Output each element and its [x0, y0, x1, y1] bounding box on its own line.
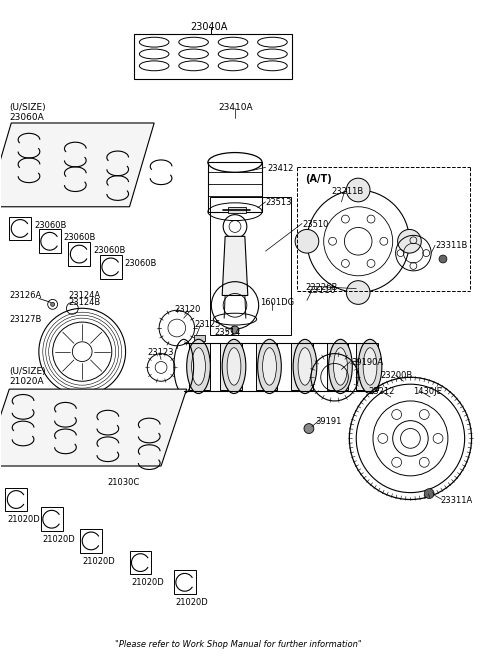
Bar	[174, 570, 195, 594]
Polygon shape	[0, 389, 187, 466]
Text: 23412: 23412	[267, 164, 294, 173]
Ellipse shape	[298, 348, 312, 385]
Circle shape	[439, 255, 447, 263]
Ellipse shape	[222, 340, 246, 394]
Circle shape	[231, 326, 239, 334]
Ellipse shape	[192, 348, 205, 385]
Text: 23123: 23123	[147, 348, 174, 357]
Bar	[80, 529, 102, 553]
Bar	[291, 343, 313, 390]
Bar	[39, 229, 60, 253]
Bar	[100, 255, 121, 279]
Polygon shape	[0, 123, 154, 207]
Bar	[189, 343, 210, 390]
Text: 23513: 23513	[265, 198, 292, 207]
Text: 23510: 23510	[302, 219, 328, 229]
Text: 39190A: 39190A	[351, 357, 384, 367]
Ellipse shape	[329, 340, 352, 394]
Circle shape	[295, 229, 319, 253]
Bar	[210, 197, 291, 335]
Text: (U/SIZE): (U/SIZE)	[9, 367, 46, 376]
Text: 23124A: 23124A	[69, 290, 100, 300]
Text: 23060B: 23060B	[93, 246, 125, 255]
Ellipse shape	[358, 340, 382, 394]
Text: 23126A: 23126A	[9, 290, 42, 300]
Text: 21020D: 21020D	[82, 556, 115, 566]
Bar	[69, 242, 90, 266]
Circle shape	[347, 178, 370, 202]
Ellipse shape	[258, 340, 281, 394]
Bar	[9, 217, 31, 240]
Bar	[228, 207, 246, 213]
Text: 21020A: 21020A	[9, 377, 44, 386]
Text: 21020D: 21020D	[43, 535, 75, 544]
Text: (A/T): (A/T)	[305, 174, 332, 184]
Bar	[134, 34, 292, 79]
Text: "Please refer to Work Shop Manual for further information": "Please refer to Work Shop Manual for fu…	[115, 641, 361, 650]
Ellipse shape	[363, 348, 377, 385]
Text: 23060B: 23060B	[34, 221, 66, 229]
Ellipse shape	[263, 348, 276, 385]
Bar	[356, 343, 378, 390]
Text: 21030C: 21030C	[108, 478, 140, 487]
Text: 23125: 23125	[194, 320, 221, 329]
Text: 23410A: 23410A	[218, 103, 253, 112]
Text: 21020D: 21020D	[132, 578, 164, 587]
Text: 23060A: 23060A	[9, 113, 44, 122]
Text: 39191: 39191	[315, 417, 341, 426]
Bar	[220, 343, 242, 390]
Bar	[193, 335, 205, 341]
Bar	[130, 551, 151, 574]
Bar	[256, 343, 277, 390]
Circle shape	[397, 229, 421, 253]
Text: 23060B: 23060B	[125, 259, 157, 268]
Bar	[208, 162, 262, 212]
Circle shape	[424, 489, 434, 499]
Circle shape	[347, 281, 370, 304]
Text: 1430JE: 1430JE	[413, 387, 442, 396]
Text: 23127B: 23127B	[9, 315, 42, 324]
Text: 23120: 23120	[175, 306, 201, 314]
Text: 23124B: 23124B	[69, 298, 101, 307]
Text: 23060B: 23060B	[63, 233, 96, 242]
Text: 23200B: 23200B	[381, 371, 413, 380]
Circle shape	[304, 424, 314, 434]
Ellipse shape	[187, 340, 210, 394]
Bar	[5, 487, 27, 511]
Polygon shape	[222, 237, 248, 296]
Ellipse shape	[227, 348, 241, 385]
Text: 23211B: 23211B	[332, 187, 364, 196]
Text: 21020D: 21020D	[176, 598, 209, 607]
Text: 23110: 23110	[307, 286, 336, 294]
Text: (U/SIZE): (U/SIZE)	[9, 103, 46, 112]
Text: 23226B: 23226B	[305, 283, 337, 292]
Text: 23040A: 23040A	[191, 22, 228, 32]
Text: 21020D: 21020D	[7, 515, 40, 524]
Ellipse shape	[293, 340, 317, 394]
Bar	[327, 343, 348, 390]
Text: 23514: 23514	[214, 328, 240, 337]
Circle shape	[51, 302, 55, 306]
Ellipse shape	[334, 348, 348, 385]
Text: 1601DG: 1601DG	[260, 298, 294, 307]
Text: 23311A: 23311A	[440, 495, 472, 505]
Text: 23311B: 23311B	[435, 241, 468, 250]
Text: 23212: 23212	[368, 387, 395, 396]
Bar	[41, 507, 62, 531]
